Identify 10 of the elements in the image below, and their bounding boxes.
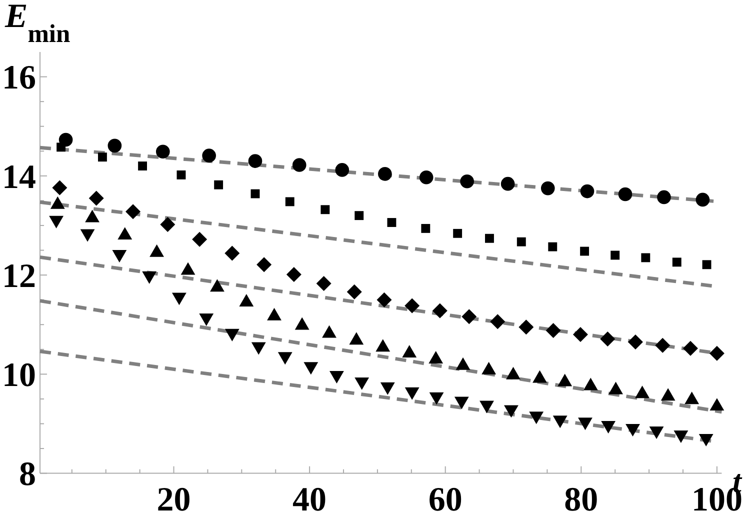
y-tick-label: 10 [2, 357, 36, 394]
x-tick-label: 60 [428, 481, 462, 518]
x-tick-label: 80 [564, 481, 598, 518]
y-tick-label: 16 [2, 60, 36, 97]
y-tick-label: 8 [19, 456, 36, 494]
y-tick-label: 12 [2, 258, 36, 295]
x-tick-label: 20 [156, 481, 191, 518]
y-tick-label: 14 [2, 158, 36, 196]
y-axis-title: E$_{min}$ [4, 0, 70, 48]
x-tick-label: 40 [292, 481, 327, 518]
